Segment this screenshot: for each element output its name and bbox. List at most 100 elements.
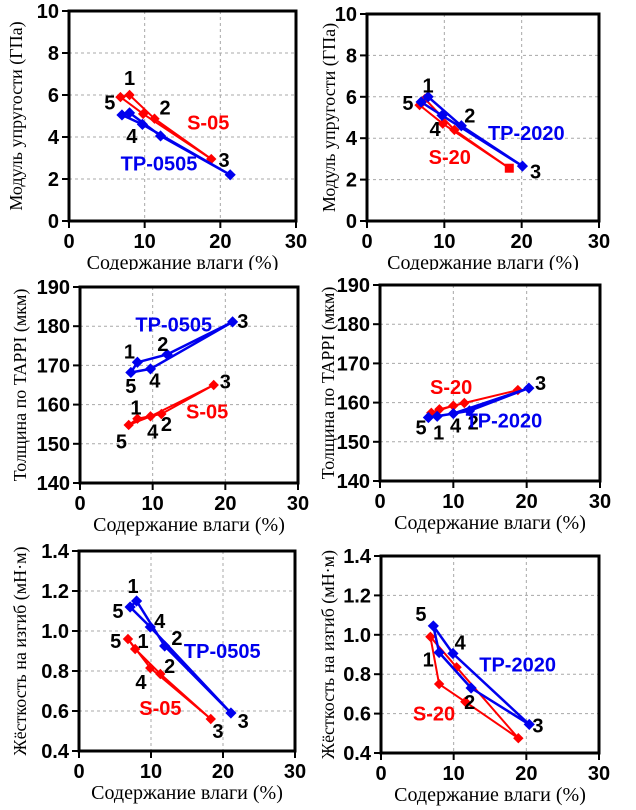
data-point-S-05-2 [156, 408, 167, 420]
x-tick-label: 10 [142, 493, 164, 515]
data-point-S-05-1 [124, 89, 135, 101]
x-tick-label: 30 [589, 491, 611, 513]
x-tick-label: 30 [285, 231, 307, 253]
data-point-TP-0505-3 [224, 169, 236, 181]
point-number-label: 2 [464, 692, 475, 714]
y-tick-label: 1.4 [343, 546, 372, 568]
point-number-label: 1 [130, 398, 141, 420]
cell-thickness-20: 0 10 20 30 140 150 160 170 180 190 Содержание влаг… [318, 270, 636, 540]
point-number-label: 2 [161, 414, 172, 436]
point-number-label: 4 [429, 119, 441, 141]
point-number-label: 3 [238, 711, 249, 733]
point-number-label: 1 [127, 576, 138, 598]
y-tick-label: 1.4 [41, 541, 70, 563]
point-number-label: 5 [110, 631, 121, 653]
point-number-label: 1 [423, 649, 434, 671]
x-tick-label: 0 [73, 761, 84, 783]
x-tick-label: 30 [588, 231, 610, 253]
y-tick-label: 180 [37, 316, 70, 338]
point-number-label: 3 [237, 311, 248, 333]
series-label-TP-0505: TP-0505 [121, 153, 198, 175]
y-tick-label: 190 [337, 275, 370, 297]
y-tick-label: 0.4 [343, 743, 372, 765]
plot-frame [378, 283, 602, 483]
y-axis-title: Толщина по TAPPI (мкм) [318, 287, 339, 480]
data-point-TP-2020-3 [516, 160, 529, 172]
x-tick-label: 30 [287, 493, 309, 515]
y-tick-label: 0 [346, 211, 357, 233]
x-axis-title: Содержание влаги (%) [387, 252, 579, 270]
point-number-label: 4 [154, 611, 166, 633]
x-tick-label: 0 [374, 491, 385, 513]
y-tick-label: 10 [335, 4, 357, 26]
data-point-TP-0505-3 [225, 707, 237, 719]
chart-tappi-thickness-05: 0 10 20 30 140 150 160 170 180 190 Содержание влаг… [10, 277, 309, 536]
y-tick-label: 0.4 [41, 741, 70, 763]
plot-frame [379, 554, 601, 755]
data-point-S-05-3 [208, 379, 219, 391]
point-number-label: 4 [147, 421, 159, 443]
x-tick-label: 10 [443, 763, 465, 785]
data-point-TP-0505-5 [124, 601, 136, 613]
y-tick-label: 190 [37, 277, 70, 299]
y-tick-label: 150 [337, 432, 370, 454]
point-number-label: 5 [415, 604, 426, 626]
y-tick-label: 0.8 [343, 664, 371, 686]
y-tick-label: 140 [337, 471, 370, 493]
x-tick-label: 10 [433, 231, 455, 253]
data-point-TP-0505-4 [144, 621, 156, 633]
data-point-S-05-1 [129, 643, 141, 655]
y-tick-label: 1.2 [41, 581, 69, 603]
data-point-S-05-2 [155, 668, 166, 680]
plot-frame [78, 285, 300, 485]
point-number-label: 4 [126, 126, 138, 148]
point-number-label: 1 [423, 75, 434, 97]
y-tick-label: 10 [37, 1, 59, 23]
y-tick-label: 1.0 [343, 625, 371, 647]
x-tick-label: 0 [361, 231, 372, 253]
y-tick-label: 8 [346, 45, 357, 67]
data-point-S-05-4 [137, 108, 149, 120]
series-label-S-20: S-20 [429, 147, 471, 169]
x-tick-label: 0 [63, 231, 74, 253]
series-label-S-05: S-05 [186, 402, 228, 424]
y-tick-label: 170 [337, 353, 370, 375]
y-axis-title: Жёсткость на изгиб (мН·м) [10, 546, 31, 755]
series-label-TP-2020: TP-2020 [479, 654, 556, 676]
series-label-TP-0505: TP-0505 [184, 641, 261, 663]
point-number-label: 4 [135, 672, 147, 694]
x-tick-label: 30 [284, 761, 306, 783]
x-tick-label: 10 [442, 491, 464, 513]
x-tick-label: 20 [516, 491, 538, 513]
point-number-label: 5 [402, 93, 413, 115]
chart-tappi-thickness-20: 0 10 20 30 140 150 160 170 180 190 Содержание влаг… [318, 275, 611, 534]
data-point-S-05-3 [205, 713, 216, 725]
data-point-TP-2020-4 [447, 647, 459, 660]
x-tick-label: 10 [140, 761, 162, 783]
data-point-S-05-5 [122, 633, 134, 645]
point-number-label: 2 [157, 334, 168, 356]
y-axis-title: Толщина по TAPPI (мкм) [10, 289, 31, 482]
data-point-TP-2020-3 [523, 718, 535, 731]
point-number-label: 1 [138, 631, 149, 653]
data-point-TP-0505-1 [131, 595, 143, 607]
series-label-TP-2020: TP-2020 [488, 123, 565, 145]
data-point-S-20-1 [433, 678, 445, 690]
point-number-label: 3 [219, 150, 230, 172]
chart-bending-stiffness-05: 0 10 20 30 0.4 0.6 0.8 1.0 1.2 1.4 Содержание влаг… [10, 541, 306, 804]
data-point-S-20-2 [459, 397, 470, 409]
data-point-S-20-2 [449, 124, 460, 136]
y-axis-title: Модуль упругости (ГПа) [319, 23, 340, 212]
y-tick-label: 1.0 [41, 621, 69, 643]
x-tick-label: 20 [515, 763, 537, 785]
y-tick-label: 140 [37, 473, 70, 495]
x-axis-title: Содержание влаги (%) [87, 252, 279, 270]
x-tick-label: 10 [134, 231, 156, 253]
y-tick-label: 0.8 [41, 661, 69, 683]
y-tick-label: 0.6 [343, 704, 371, 726]
series-label-S-05: S-05 [139, 698, 181, 720]
y-tick-label: 0 [48, 211, 59, 233]
